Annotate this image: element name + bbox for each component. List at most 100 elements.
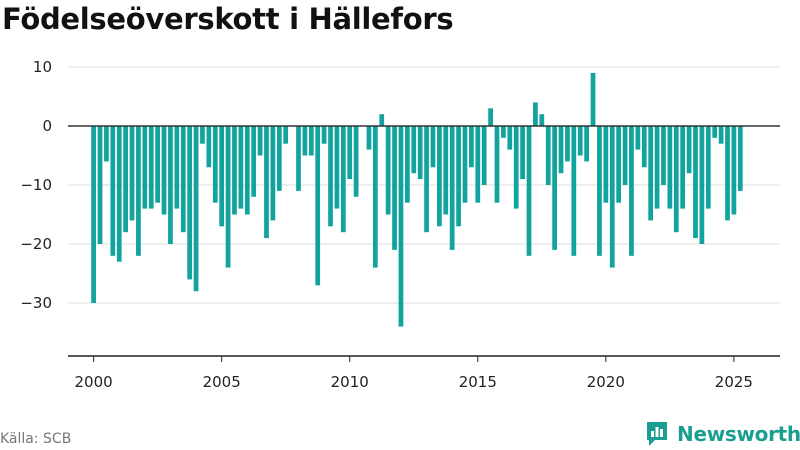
- bar: [142, 126, 148, 209]
- bar: [629, 126, 634, 256]
- x-tick-label: 2005: [203, 373, 241, 391]
- bar: [731, 126, 737, 215]
- bar: [392, 126, 397, 250]
- bar: [609, 126, 615, 268]
- bar: [136, 126, 141, 256]
- bar: [379, 114, 385, 126]
- bar: [372, 126, 378, 268]
- bar: [449, 126, 455, 250]
- brand-name: Newsworthy: [677, 422, 800, 446]
- bar: [507, 126, 513, 150]
- y-tick-label: −30: [20, 294, 52, 312]
- bar: [200, 126, 205, 144]
- bars: [91, 72, 743, 327]
- bar: [712, 126, 718, 138]
- bar: [545, 126, 551, 185]
- bar: [443, 126, 449, 215]
- bar: [725, 126, 730, 221]
- bar: [462, 126, 468, 203]
- bar: [680, 126, 686, 209]
- x-tick-label: 2025: [715, 373, 753, 391]
- bar: [219, 126, 225, 227]
- bar: [417, 126, 423, 180]
- x-tick-label: 2000: [75, 373, 113, 391]
- bar: [340, 126, 346, 233]
- bar: [244, 126, 250, 215]
- bar: [654, 126, 660, 209]
- bar: [590, 72, 596, 126]
- bar: [116, 126, 122, 262]
- bar: [635, 126, 641, 150]
- bar: [488, 108, 493, 126]
- bar: [494, 126, 500, 203]
- bar: [686, 126, 692, 174]
- bar: [161, 126, 167, 215]
- bar: [424, 126, 429, 233]
- bar: [148, 126, 154, 209]
- bar: [533, 102, 538, 126]
- bar: [155, 126, 161, 203]
- newsworthy-icon: [647, 422, 667, 446]
- bar: [693, 126, 698, 239]
- x-tick-label: 2015: [459, 373, 497, 391]
- bar: [661, 126, 666, 185]
- bar: [475, 126, 481, 203]
- bar: [430, 126, 436, 168]
- bar: [129, 126, 135, 221]
- bar: [558, 126, 564, 174]
- bar: [705, 126, 711, 209]
- brand-logo: Newsworthy: [645, 420, 800, 448]
- bar: [565, 126, 570, 162]
- bar: [174, 126, 180, 209]
- bar: [622, 126, 628, 185]
- bar: [91, 126, 96, 303]
- bar: [104, 126, 109, 162]
- bar: [641, 126, 647, 168]
- bar: [168, 126, 173, 244]
- bar: [206, 126, 212, 168]
- bar: [718, 126, 724, 144]
- bar: [552, 126, 557, 250]
- bar: [296, 126, 301, 191]
- bar: [366, 126, 372, 150]
- bar: [315, 126, 321, 286]
- bar: [187, 126, 193, 280]
- bar: [404, 126, 410, 203]
- bar: [469, 126, 474, 168]
- bar: [225, 126, 231, 268]
- x-tick-label: 2010: [331, 373, 369, 391]
- bar: [180, 126, 186, 233]
- y-tick-label: 10: [33, 58, 52, 76]
- bar: [577, 126, 583, 156]
- bar: [667, 126, 673, 209]
- bar: [302, 126, 308, 156]
- bar: [539, 114, 545, 126]
- bar: [737, 126, 743, 191]
- bar: [283, 126, 289, 144]
- bar: [584, 126, 589, 162]
- x-tick-labels: 2000 2005 2010 2015 2020 2025: [75, 373, 753, 391]
- bar: [212, 126, 218, 203]
- bar: [520, 126, 525, 180]
- bar: [257, 126, 263, 156]
- bar: [334, 126, 340, 209]
- bar: [97, 126, 103, 244]
- bar: [353, 126, 359, 197]
- bar: [321, 126, 327, 144]
- y-tick-label: −20: [20, 235, 52, 253]
- bar: [251, 126, 257, 197]
- y-tick-labels: 10 0 −10 −20 −30: [20, 58, 52, 312]
- bar: [526, 126, 532, 256]
- chart-title: Födelseöverskott i Hällefors: [2, 2, 454, 36]
- bar: [437, 126, 442, 227]
- bar: [398, 126, 404, 327]
- bar: [276, 126, 282, 191]
- bar: [232, 126, 237, 215]
- source-note: Källa: SCB: [0, 431, 72, 447]
- bar: [603, 126, 609, 203]
- bar: [270, 126, 276, 221]
- bar: [699, 126, 705, 244]
- bar: [308, 126, 314, 156]
- y-tick-label: 0: [42, 117, 52, 135]
- bar: [597, 126, 602, 256]
